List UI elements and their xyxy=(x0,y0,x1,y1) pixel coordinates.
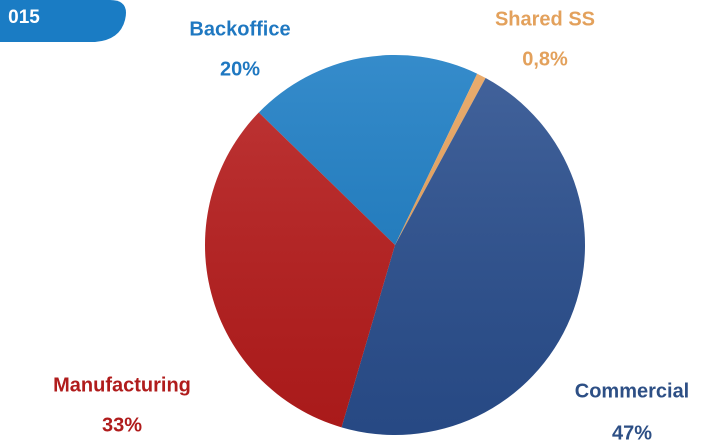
slice-label: Commercial xyxy=(575,380,690,402)
slice-label: Shared SS xyxy=(495,8,595,30)
slice-label: Backoffice xyxy=(189,18,290,40)
year-badge xyxy=(0,0,126,42)
slice-value-label: 20% xyxy=(220,58,260,80)
badge-text: 015 xyxy=(8,7,40,28)
slice-value-label: 0,8% xyxy=(522,48,568,70)
slice-label: Manufacturing xyxy=(53,374,191,396)
slice-value-label: 47% xyxy=(612,422,652,444)
pie xyxy=(204,55,585,436)
slice-value-label: 33% xyxy=(102,414,142,436)
